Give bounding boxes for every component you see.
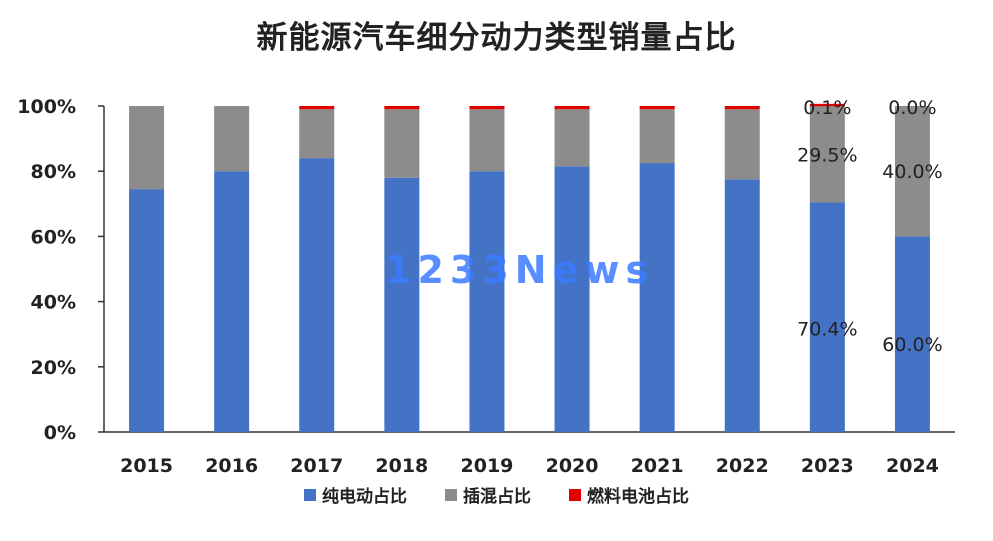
- bar-segment-phev: [384, 109, 420, 178]
- data-label: 70.4%: [797, 319, 857, 341]
- bar-segment-bev: [469, 171, 505, 432]
- x-tick-label: 2016: [205, 455, 258, 477]
- watermark-text: 1233News: [385, 248, 655, 292]
- bar-segment-bev: [214, 171, 250, 432]
- labels: 0.1% 29.5% 70.4% 0.0% 40.0% 60.0%: [797, 97, 942, 356]
- bar-segment-bev: [129, 189, 165, 432]
- x-tick-label: 2024: [886, 455, 939, 477]
- bar-segment-phev: [894, 106, 930, 237]
- x-tick-label: 2020: [546, 455, 599, 477]
- data-label: 29.5%: [797, 144, 857, 166]
- bar-segment-bev: [299, 158, 335, 432]
- bar-segment-bev: [724, 179, 760, 432]
- bar-segment-fcev: [639, 106, 675, 110]
- bar-segment-phev: [809, 106, 845, 203]
- x-tick-label: 2015: [120, 455, 173, 477]
- x-tick-label: 2023: [801, 455, 854, 477]
- bar-segment-phev: [639, 109, 675, 164]
- legend-item-fcev: 燃料电池占比: [569, 482, 689, 507]
- legend-item-bev: 纯电动占比: [304, 482, 407, 507]
- x-tick-label: 2022: [716, 455, 769, 477]
- y-tick-label: 40%: [31, 292, 76, 314]
- bar-segment-fcev: [299, 106, 335, 110]
- bar-segment-fcev: [384, 106, 420, 110]
- bar-segment-phev: [554, 109, 590, 167]
- bar-segment-bev: [894, 236, 930, 432]
- bar-segment-fcev: [724, 106, 760, 110]
- bars: [129, 103, 930, 433]
- legend-label-phev: 插混占比: [463, 487, 531, 507]
- x-tick-label: 2021: [631, 455, 684, 477]
- x-tick-label: 2019: [461, 455, 514, 477]
- bar-segment-phev: [214, 106, 250, 172]
- legend-swatch-phev: [445, 488, 457, 501]
- x-tick-label: 2018: [375, 455, 428, 477]
- bar-segment-bev: [554, 166, 590, 432]
- chart-title: 新能源汽车细分动力类型销量占比: [256, 20, 737, 56]
- y-tick-label: 60%: [31, 226, 76, 248]
- y-tick-label: 100%: [17, 96, 76, 118]
- x-tick-label: 2017: [290, 455, 343, 477]
- data-label: 60.0%: [882, 334, 942, 356]
- axes: 0% 20% 40% 60% 80% 100% 2015 2016 2017 2018 2019 20…: [17, 96, 955, 477]
- bar-segment-phev: [299, 109, 335, 159]
- bar-segment-bev: [809, 202, 845, 432]
- data-label: 0.0%: [888, 97, 936, 119]
- legend-item-phev: 插混占比: [445, 482, 531, 507]
- bar-segment-bev: [639, 163, 675, 433]
- bar-segment-fcev: [554, 106, 590, 110]
- legend: 纯电动占比 插混占比 燃料电池占比: [0, 482, 993, 507]
- y-tick-label: 0%: [44, 422, 76, 444]
- bar-segment-fcev: [809, 103, 845, 107]
- bar-segment-fcev: [469, 106, 505, 110]
- data-label: 40.0%: [882, 161, 942, 183]
- legend-swatch-fcev: [569, 488, 581, 501]
- y-tick-label: 20%: [31, 357, 76, 379]
- bar-segment-bev: [384, 177, 420, 432]
- legend-label-bev: 纯电动占比: [322, 487, 407, 507]
- data-label: 0.1%: [803, 97, 851, 119]
- bar-segment-phev: [469, 109, 505, 172]
- bar-segment-phev: [129, 106, 165, 190]
- y-tick-label: 80%: [31, 161, 76, 183]
- bar-segment-phev: [724, 109, 760, 180]
- legend-swatch-bev: [304, 488, 316, 501]
- legend-label-fcev: 燃料电池占比: [587, 487, 689, 507]
